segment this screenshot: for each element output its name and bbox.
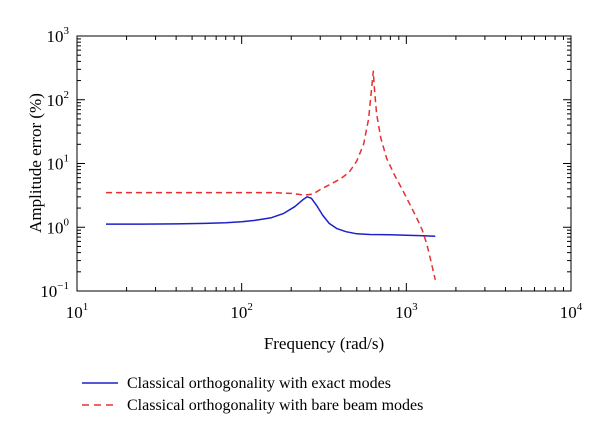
plot-frame	[76, 35, 572, 292]
legend: Classical orthogonality with exact modes…	[82, 375, 423, 414]
ticks-layer: 101 102 103 104 10−1 100 101 102 103	[40, 25, 582, 322]
x-tick-label: 101	[66, 301, 89, 322]
x-tick-label: 103	[395, 301, 418, 322]
x-tick-label: 102	[230, 301, 253, 322]
y-tick-label: 102	[47, 89, 70, 110]
series-line-bare-beam-modes	[106, 70, 437, 280]
series-layer	[106, 70, 437, 280]
y-axis-title: Amplitude error (%)	[26, 93, 45, 233]
series-line-exact-modes	[106, 196, 436, 238]
x-tick-label: 104	[560, 301, 583, 322]
y-tick-label: 10−1	[40, 280, 69, 301]
x-axis-title: Frequency (rad/s)	[264, 334, 384, 353]
legend-label-exact-modes: Classical orthogonality with exact modes	[127, 375, 391, 392]
y-tick-label: 100	[47, 216, 70, 237]
y-tick-label: 101	[47, 153, 70, 174]
legend-label-bare-beam-modes: Classical orthogonality with bare beam m…	[127, 397, 423, 414]
y-tick-label: 103	[47, 25, 70, 46]
